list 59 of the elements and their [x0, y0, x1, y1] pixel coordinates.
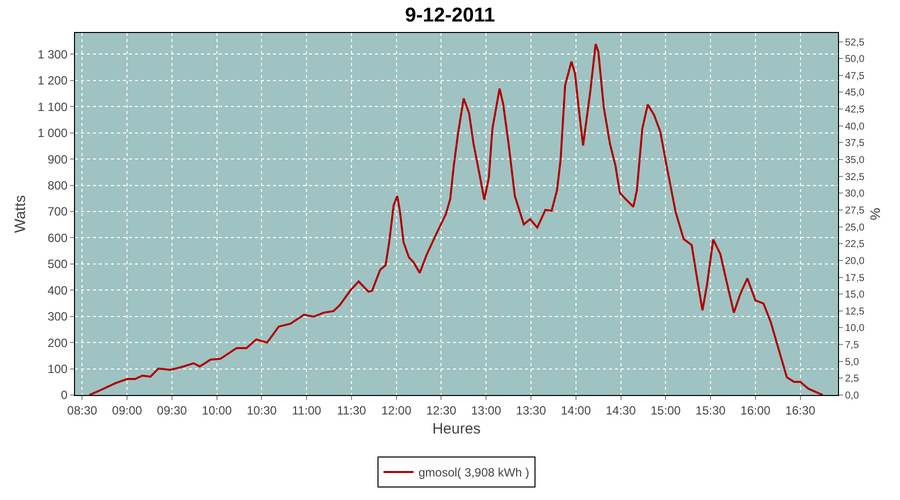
chart-title: 9-12-2011 — [404, 4, 496, 26]
y2-tick-label: 50,0 — [845, 54, 865, 66]
y2-tick-label: 52,5 — [845, 37, 865, 48]
y2-tick-label: 42,5 — [845, 104, 865, 116]
x-tick-label: 15:00 — [650, 403, 681, 418]
y2-tick-label: 15,0 — [845, 290, 865, 301]
x-tick-label: 12:30 — [426, 403, 457, 418]
y2-tick-label: 5,0 — [845, 356, 860, 368]
x-tick-label: 12:00 — [381, 403, 412, 418]
line-series — [88, 43, 824, 395]
x-tick-label: 11:00 — [292, 403, 322, 418]
y-tick-label: 1 300 — [38, 47, 68, 62]
y-tick-label: 1 200 — [38, 74, 68, 88]
y2-tick-label: 47,5 — [845, 70, 865, 82]
legend-label: gmosol( 3,908 kWh ) — [418, 466, 530, 480]
x-tick-label: 14:00 — [560, 403, 592, 418]
x-tick-label: 09:00 — [112, 403, 142, 418]
y2-tick-label: 35,0 — [845, 155, 865, 166]
y2-tick-label: 40,0 — [845, 121, 865, 132]
x-tick-label: 15:30 — [696, 403, 726, 418]
y-tick-label: 700 — [48, 204, 68, 219]
y2-tick-label: 32,5 — [845, 172, 865, 183]
x-tick-label: 13:30 — [516, 403, 546, 418]
y2-tick-label: 27,5 — [845, 205, 865, 216]
y2-tick-label: 25,0 — [845, 222, 865, 234]
y-tick-label: 900 — [48, 152, 68, 166]
y2-tick-label: 45,0 — [845, 88, 865, 99]
y2-tick-label: 17,5 — [845, 272, 865, 284]
y2-tick-label: 7,5 — [845, 340, 860, 352]
x-tick-label: 16:00 — [740, 403, 771, 418]
y2-tick-label: 20,0 — [845, 256, 865, 267]
y-axis-title: Watts — [12, 195, 29, 233]
y-tick-label: 500 — [48, 257, 68, 272]
y2-tick-label: 37,5 — [845, 138, 865, 150]
y-tick-label: 1 100 — [38, 100, 68, 114]
y-tick-label: 100 — [48, 362, 68, 376]
y-tick-label: 300 — [48, 310, 68, 324]
x-tick-label: 14:30 — [606, 403, 636, 418]
y-tick-label: 200 — [48, 336, 68, 350]
y-tick-label: 600 — [48, 230, 68, 245]
y2-axis-title: % — [867, 208, 884, 220]
x-tick-label: 10:00 — [202, 403, 232, 418]
y2-tick-label: 0,0 — [845, 390, 860, 402]
y-tick-label: 400 — [48, 283, 68, 298]
y2-tick-label: 12,5 — [845, 306, 865, 318]
y-tick-label: 1 000 — [38, 126, 68, 140]
y-tick-label: 800 — [48, 178, 68, 192]
x-tick-label: 09:30 — [156, 403, 188, 418]
y2-tick-label: 22,5 — [845, 239, 865, 250]
x-tick-label: 16:30 — [785, 403, 816, 418]
y2-tick-label: 10,0 — [845, 323, 865, 334]
x-axis-title: Heures — [432, 420, 481, 438]
y2-tick-label: 2,5 — [845, 374, 860, 385]
x-tick-label: 13:00 — [471, 403, 502, 418]
y-tick-label: 0 — [60, 388, 68, 402]
y2-tick-label: 30,0 — [845, 188, 865, 200]
x-tick-label: 10:30 — [246, 403, 278, 418]
x-tick-label: 08:30 — [67, 403, 98, 418]
x-tick-label: 11:30 — [336, 403, 366, 418]
